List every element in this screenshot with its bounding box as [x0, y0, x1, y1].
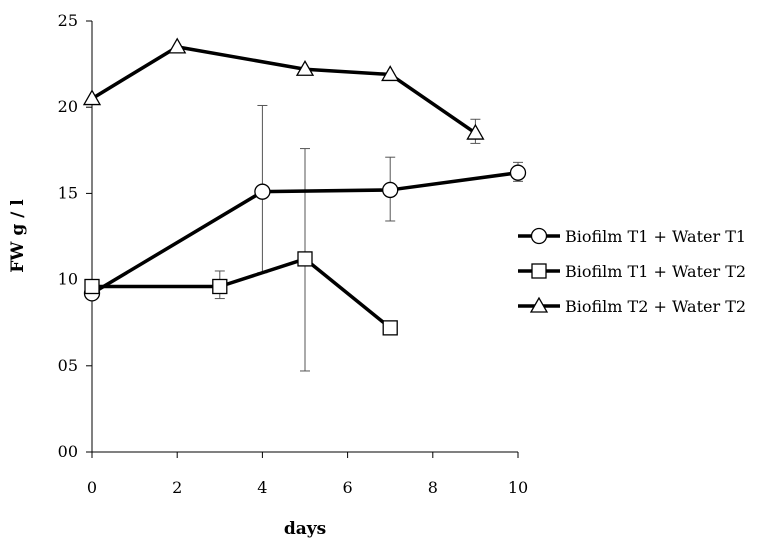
- data-point-biofilm-t2-water-t2: [381, 65, 400, 82]
- series-markers: [82, 37, 527, 336]
- data-point-biofilm-t1-water-t2: [84, 278, 100, 295]
- x-tick-label: 10: [508, 478, 528, 497]
- data-point-biofilm-t1-water-t2: [212, 278, 228, 295]
- tick-labels: 00 05 10 15 20 25 0 2 4 6 8 10: [58, 11, 529, 497]
- x-tick-label: 8: [428, 478, 438, 497]
- data-point-biofilm-t2-water-t2: [168, 37, 187, 54]
- data-point-biofilm-t1-water-t2: [382, 320, 398, 336]
- legend-label-biofilm-t1-water-t1: Biofilm T1 + Water T1: [565, 227, 746, 246]
- series-line-biofilm-t1-water-t1: [91, 170, 519, 295]
- x-tick-label: 6: [343, 478, 353, 497]
- legend-marker-biofilm-t2-water-t2: [529, 296, 549, 313]
- legend-marker-biofilm-t1-water-t1: [530, 227, 548, 245]
- axes: [86, 20, 519, 458]
- y-tick-label: 10: [58, 270, 78, 289]
- series-line-biofilm-t2-water-t2: [91, 45, 477, 135]
- legend-label-biofilm-t2-water-t2: Biofilm T2 + Water T2: [565, 297, 746, 316]
- legend: Biofilm T1 + Water T1 Biofilm T1 + Water …: [518, 227, 746, 316]
- data-point-biofilm-t2-water-t2: [82, 89, 102, 106]
- data-point-biofilm-t2-water-t2: [295, 59, 315, 76]
- data-point-biofilm-t1-water-t1: [509, 164, 527, 181]
- data-point-biofilm-t2-water-t2: [466, 123, 485, 140]
- series-line-biofilm-t1-water-t2: [92, 257, 392, 330]
- y-tick-label: 15: [58, 183, 78, 202]
- data-point-biofilm-t1-water-t1: [382, 181, 399, 199]
- data-point-biofilm-t1-water-t2: [297, 251, 313, 267]
- legend-marker-biofilm-t1-water-t2: [531, 263, 547, 279]
- x-tick-label: 2: [172, 478, 182, 497]
- y-tick-label: 25: [58, 11, 78, 30]
- y-axis-title: FW g / l: [8, 199, 28, 273]
- error-bars: [214, 104, 523, 372]
- y-tick-label: 00: [58, 442, 78, 461]
- x-axis-title: days: [284, 519, 326, 539]
- x-tick-label: 0: [87, 478, 97, 497]
- y-tick-label: 05: [58, 356, 78, 375]
- y-tick-label: 20: [58, 97, 78, 116]
- data-point-biofilm-t1-water-t1: [254, 183, 271, 200]
- x-tick-label: 4: [257, 478, 267, 497]
- legend-label-biofilm-t1-water-t2: Biofilm T1 + Water T2: [565, 262, 746, 281]
